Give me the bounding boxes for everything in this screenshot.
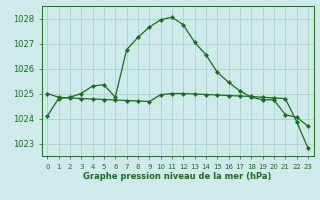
- X-axis label: Graphe pression niveau de la mer (hPa): Graphe pression niveau de la mer (hPa): [84, 172, 272, 181]
